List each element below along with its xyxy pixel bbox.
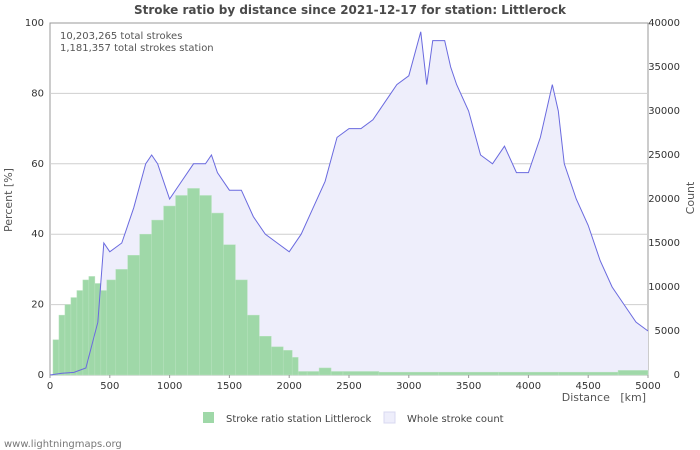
x-tick-label-7: 3500 (456, 381, 481, 392)
y-axis-right-label: Count (684, 181, 697, 214)
y-right-tick-label-0: 0 (674, 370, 680, 381)
ratio-bar-19 (223, 244, 236, 376)
y-left-tick-label-2: 40 (31, 229, 44, 240)
y-right-tick-label-7: 35000 (648, 62, 680, 73)
y-left-tick-label-4: 80 (31, 88, 44, 99)
ratio-bar-14 (163, 205, 176, 376)
x-axis-label: Distance [km] (562, 391, 646, 404)
ratio-bar-32 (438, 371, 499, 376)
ratio-bar-4 (76, 290, 84, 376)
stroke-count-line-layer (49, 31, 649, 376)
y-left-tick-label-1: 20 (31, 300, 44, 311)
ratio-bar-9 (106, 279, 117, 376)
x-tick-label-3: 1500 (217, 381, 242, 392)
legend: Stroke ratio station Littlerock Whole st… (203, 411, 504, 425)
total-strokes-note: 10,203,265 total strokes (60, 31, 182, 42)
ratio-bar-30 (342, 371, 380, 376)
site-credit: www.lightningmaps.org (4, 439, 122, 450)
ratio-bar-28 (318, 367, 332, 376)
ratio-bar-22 (259, 336, 272, 376)
ratio-bar-10 (115, 269, 128, 376)
ratio-bar-24 (282, 350, 293, 376)
ratio-bar-12 (139, 233, 152, 376)
y-axis-left-label: Percent [%] (2, 168, 15, 232)
ratio-bar-29 (330, 371, 344, 376)
ratio-bar-17 (199, 195, 212, 376)
x-tick-label-2: 1000 (157, 381, 182, 392)
x-tick-label-10: 5000 (635, 381, 660, 392)
y-right-tick-label-6: 30000 (648, 106, 680, 117)
y-left-tick-label-5: 100 (25, 18, 44, 29)
legend-label-ratio: Stroke ratio station Littlerock (226, 414, 372, 425)
ratio-bar-6 (88, 276, 96, 376)
x-tick-label-5: 2500 (336, 381, 361, 392)
y-right-tick-label-1: 5000 (655, 326, 680, 337)
ratio-bar-31 (378, 371, 439, 376)
ratio-bar-23 (271, 346, 284, 376)
ratio-bar-26 (297, 371, 308, 376)
y-right-tick-label-4: 20000 (648, 194, 680, 205)
ratio-bar-2 (64, 304, 72, 376)
x-tick-label-0: 0 (47, 381, 53, 392)
ratio-bar-18 (211, 212, 224, 376)
ratio-bar-16 (187, 188, 200, 376)
ratio-bar-20 (235, 279, 248, 376)
station-strokes-note: 1,181,357 total strokes station (60, 43, 214, 54)
axis-ticks: 0 500 1000 1500 2000 2500 3000 3500 4000 4500 5000… (25, 18, 680, 392)
ratio-bar-11 (127, 255, 140, 376)
y-left-tick-label-0: 0 (38, 370, 44, 381)
ratio-bar-33 (498, 371, 559, 376)
legend-label-count: Whole stroke count (407, 414, 504, 425)
y-right-tick-label-8: 40000 (648, 18, 680, 29)
ratio-bar-3 (70, 297, 78, 376)
y-right-tick-label-5: 25000 (648, 150, 680, 161)
ratio-bar-0 (52, 339, 60, 376)
stroke-ratio-bars (52, 188, 649, 376)
x-tick-label-4: 2000 (276, 381, 301, 392)
x-tick-label-1: 500 (100, 381, 119, 392)
x-tick-label-8: 4000 (516, 381, 541, 392)
ratio-bar-21 (247, 314, 260, 376)
legend-swatch-ratio (203, 412, 214, 423)
ratio-bar-15 (175, 195, 188, 376)
ratio-bar-34 (558, 371, 619, 376)
y-left-tick-label-3: 60 (31, 159, 44, 170)
y-right-tick-label-2: 10000 (648, 282, 680, 293)
x-tick-label-6: 3000 (396, 381, 421, 392)
ratio-bar-27 (306, 371, 320, 376)
ratio-bar-25 (291, 357, 299, 376)
ratio-bar-1 (58, 314, 66, 376)
legend-swatch-count (383, 411, 396, 424)
ratio-bar-35 (617, 370, 649, 376)
stroke-count-line (49, 31, 649, 376)
chart-title: Stroke ratio by distance since 2021-12-1… (134, 3, 567, 17)
x-tick-label-9: 4500 (575, 381, 600, 392)
y-right-tick-label-3: 15000 (648, 238, 680, 249)
ratio-bar-13 (151, 219, 164, 376)
ratio-bar-8 (100, 290, 108, 376)
